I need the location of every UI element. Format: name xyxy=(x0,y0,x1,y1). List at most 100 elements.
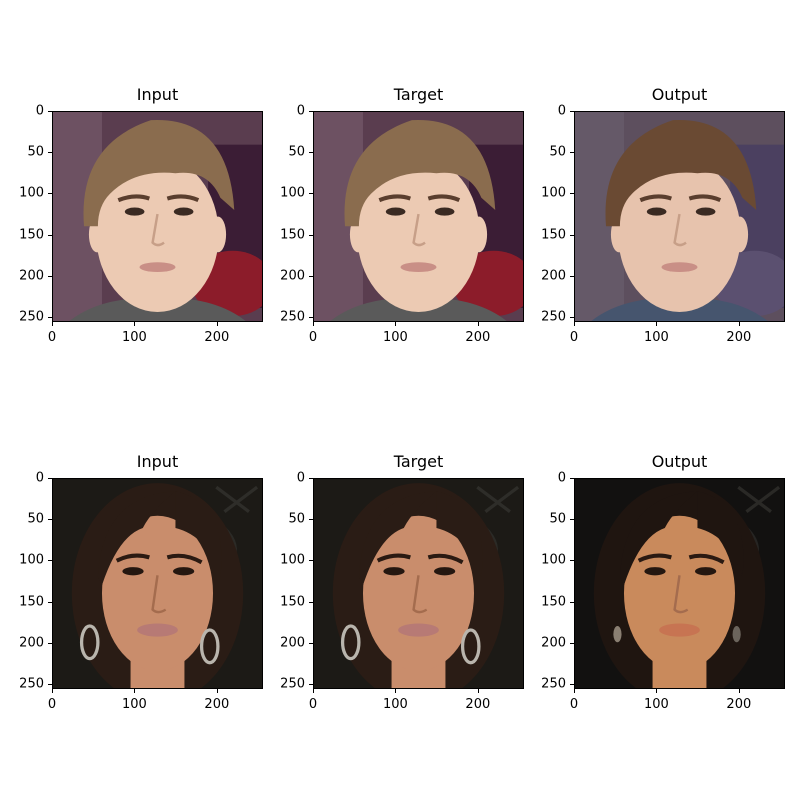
y-tick-label: 200 xyxy=(541,635,566,651)
y-tick-label: 50 xyxy=(288,144,305,160)
panel-title: Output xyxy=(651,452,708,471)
y-tick-mark xyxy=(48,642,52,644)
face-image xyxy=(574,478,785,689)
x-tick-mark xyxy=(656,689,658,693)
y-tick-mark xyxy=(309,234,313,236)
x-tick-mark xyxy=(313,322,314,326)
y-tick-label: 50 xyxy=(288,511,305,527)
y-tick-mark xyxy=(570,478,574,479)
face-image xyxy=(313,111,524,322)
y-tick-label: 150 xyxy=(280,594,305,610)
x-tick-label: 0 xyxy=(47,697,57,712)
y-tick-mark xyxy=(48,519,52,521)
y-tick-mark xyxy=(309,317,313,319)
image-panel-target: Target 0 50 100 150 200 250 0 100 200 xyxy=(280,85,524,345)
x-tick-mark xyxy=(738,689,740,693)
y-tick-mark xyxy=(309,560,313,562)
y-tick-label: 200 xyxy=(19,268,44,284)
y-tick-mark xyxy=(48,234,52,236)
x-tick-label: 100 xyxy=(383,330,408,345)
y-tick-mark xyxy=(48,478,52,479)
x-tick-mark xyxy=(574,322,575,326)
y-tick-label: 50 xyxy=(549,511,566,527)
x-tick-mark xyxy=(477,689,479,693)
y-tick-mark xyxy=(309,478,313,479)
face-image xyxy=(574,111,785,322)
x-tick-mark xyxy=(52,322,53,326)
x-tick-label: 200 xyxy=(204,697,230,712)
y-tick-label: 250 xyxy=(280,309,305,325)
y-tick-label: 100 xyxy=(541,552,566,568)
y-tick-mark xyxy=(48,275,52,277)
y-tick-label: 200 xyxy=(280,268,305,284)
y-tick-mark xyxy=(570,560,574,562)
face-image xyxy=(52,478,263,689)
panel-title: Input xyxy=(136,452,179,471)
y-tick-label: 100 xyxy=(19,552,44,568)
y-tick-label: 150 xyxy=(19,594,44,610)
y-tick-label: 250 xyxy=(541,676,566,692)
face-image-svg xyxy=(314,112,523,321)
x-tick-mark xyxy=(134,322,136,326)
y-tick-mark xyxy=(48,193,52,195)
y-tick-mark xyxy=(570,275,574,277)
y-tick-label: 100 xyxy=(541,185,566,201)
x-tick-mark xyxy=(134,689,136,693)
x-tick-label: 0 xyxy=(47,330,57,345)
y-tick-label: 150 xyxy=(541,594,566,610)
image-panel-target: Target 0 50 100 150 200 250 0 100 200 xyxy=(280,452,524,712)
x-tick-label: 0 xyxy=(569,697,579,712)
y-tick-mark xyxy=(48,560,52,562)
x-tick-label: 200 xyxy=(726,697,752,712)
image-panel-input: Input 0 50 100 150 200 250 0 100 200 xyxy=(19,452,263,712)
y-tick-mark xyxy=(570,601,574,603)
y-tick-label: 150 xyxy=(280,227,305,243)
y-tick-label: 250 xyxy=(19,676,44,692)
face-image-svg xyxy=(53,479,262,688)
y-tick-mark xyxy=(309,684,313,686)
face-image-svg xyxy=(53,112,262,321)
x-tick-mark xyxy=(216,689,218,693)
y-tick-label: 150 xyxy=(541,227,566,243)
panel-title: Input xyxy=(136,85,179,104)
x-tick-label: 200 xyxy=(204,330,230,345)
y-tick-label: 250 xyxy=(541,309,566,325)
x-tick-mark xyxy=(313,689,314,693)
x-tick-label: 0 xyxy=(308,330,318,345)
y-tick-label: 250 xyxy=(280,676,305,692)
y-tick-mark xyxy=(48,317,52,319)
x-tick-mark xyxy=(574,689,575,693)
panel-title: Output xyxy=(651,85,708,104)
x-tick-mark xyxy=(216,322,218,326)
x-tick-label: 200 xyxy=(465,330,491,345)
x-tick-mark xyxy=(656,322,658,326)
y-tick-label: 200 xyxy=(541,268,566,284)
x-tick-mark xyxy=(52,689,53,693)
y-tick-label: 0 xyxy=(35,470,44,486)
x-tick-label: 100 xyxy=(383,697,408,712)
y-tick-label: 0 xyxy=(35,103,44,119)
y-tick-label: 250 xyxy=(19,309,44,325)
y-tick-label: 0 xyxy=(557,103,566,119)
face-image xyxy=(52,111,263,322)
x-tick-label: 200 xyxy=(465,697,491,712)
y-tick-mark xyxy=(570,519,574,521)
y-tick-label: 0 xyxy=(296,103,305,119)
face-image xyxy=(313,478,524,689)
y-tick-mark xyxy=(570,642,574,644)
y-tick-mark xyxy=(48,111,52,112)
y-tick-mark xyxy=(309,193,313,195)
x-tick-mark xyxy=(738,322,740,326)
x-tick-mark xyxy=(477,322,479,326)
image-panel-input: Input 0 50 100 150 200 250 0 100 200 xyxy=(19,85,263,345)
y-tick-mark xyxy=(48,152,52,154)
y-tick-mark xyxy=(48,684,52,686)
face-image-svg xyxy=(314,479,523,688)
x-tick-mark xyxy=(395,322,397,326)
x-tick-label: 0 xyxy=(569,330,579,345)
y-tick-mark xyxy=(309,275,313,277)
x-tick-label: 200 xyxy=(726,330,752,345)
y-tick-mark xyxy=(309,519,313,521)
x-tick-label: 100 xyxy=(644,697,669,712)
y-tick-label: 50 xyxy=(27,144,44,160)
